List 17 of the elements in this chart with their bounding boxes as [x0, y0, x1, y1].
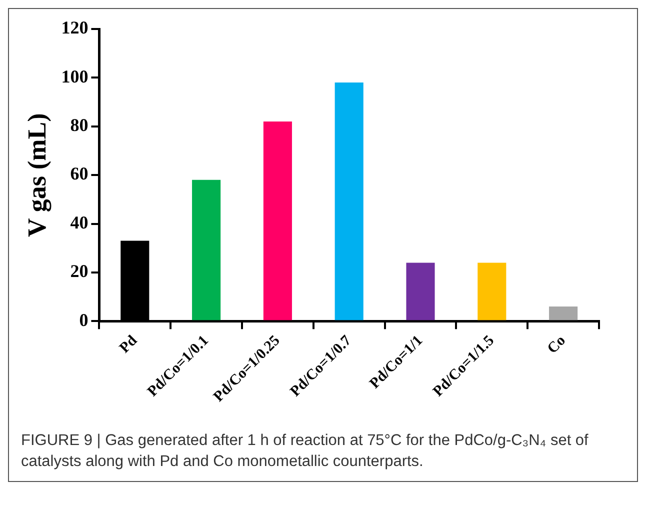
bar	[478, 262, 506, 320]
y-tick-label: 40	[70, 212, 88, 232]
y-tick-label: 0	[79, 310, 88, 330]
y-tick-label: 20	[70, 261, 88, 282]
bar	[406, 262, 435, 320]
bar	[192, 180, 221, 320]
bar	[549, 306, 578, 320]
y-tick-label: 120	[61, 18, 88, 38]
y-tick-label: 60	[70, 164, 88, 184]
x-tick-label: Co	[544, 332, 569, 358]
caption: FIGURE 9 | Gas generated after 1 h of reaction at 75°C for the PdCo/g-C₃N₄ set of catalysts along with Pd and Co monometallic counterparts.	[20, 431, 590, 472]
x-tick-label: Pd	[116, 332, 141, 356]
y-axis-title: V gas (mL)	[22, 113, 52, 237]
bar	[334, 82, 364, 320]
y-tick-label: 80	[70, 115, 88, 136]
y-tick-label: 100	[61, 66, 88, 86]
bar	[263, 122, 292, 320]
